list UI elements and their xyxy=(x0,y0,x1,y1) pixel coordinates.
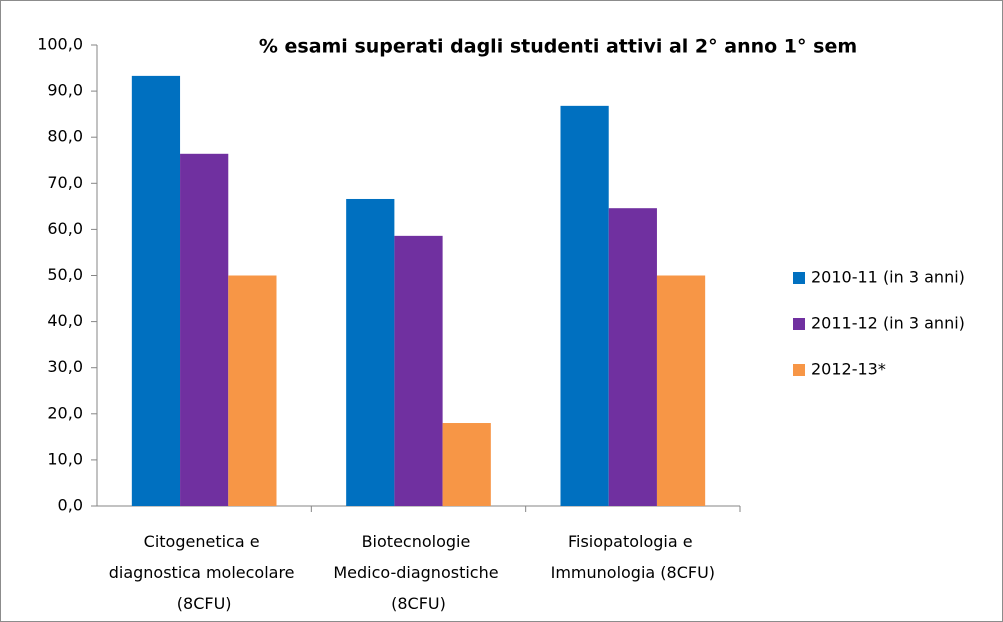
y-tick-label: 10,0 xyxy=(47,449,83,468)
bar xyxy=(608,208,657,506)
bar xyxy=(394,235,443,506)
bar xyxy=(656,275,706,506)
x-tick-label-line: Citogenetica e xyxy=(144,532,265,551)
y-tick-label: 90,0 xyxy=(47,81,83,100)
x-tick-label-line: (8CFU) xyxy=(391,594,446,613)
legend-swatch xyxy=(793,364,805,376)
y-tick-label: 50,0 xyxy=(47,265,83,284)
y-tick-label: 80,0 xyxy=(47,127,83,146)
y-tick-label: 70,0 xyxy=(47,173,83,192)
bar xyxy=(442,423,491,506)
y-tick-label: 40,0 xyxy=(47,311,83,330)
x-tick-label: Fisiopatologia e Immunologia (8CFU) xyxy=(551,532,715,582)
x-tick-label-line: diagnostica molecolare xyxy=(109,563,300,582)
legend-swatch xyxy=(793,272,805,284)
x-tick-label: Biotecnologie Medico-diagnostiche (8CFU) xyxy=(333,532,503,613)
x-tick-label-line: (8CFU) xyxy=(177,594,232,613)
bar xyxy=(131,75,181,507)
bar xyxy=(180,153,229,506)
x-tick-label-line: Fisiopatologia e xyxy=(568,532,698,551)
bar xyxy=(228,275,277,506)
y-tick-label: 30,0 xyxy=(47,357,83,376)
y-tick-label: 20,0 xyxy=(47,403,83,422)
chart-title: % esami superati dagli studenti attivi a… xyxy=(259,36,857,58)
bar xyxy=(560,105,609,507)
y-tick-label: 0,0 xyxy=(58,496,83,515)
x-tick-label: Citogenetica e diagnostica molecolare (8… xyxy=(109,532,300,613)
y-tick-label: 100,0 xyxy=(37,35,83,54)
x-tick-label-line: Immunologia (8CFU) xyxy=(551,563,715,582)
legend-label: 2012-13* xyxy=(811,360,886,379)
bar xyxy=(346,198,395,506)
legend-swatch xyxy=(793,318,805,330)
x-tick-label-line: Medico-diagnostiche xyxy=(333,563,503,582)
y-tick-label: 60,0 xyxy=(47,219,83,238)
legend-label: 2010-11 (in 3 anni) xyxy=(811,268,965,287)
x-tick-label-line: Biotecnologie xyxy=(362,532,476,551)
legend-label: 2011-12 (in 3 anni) xyxy=(811,314,965,333)
